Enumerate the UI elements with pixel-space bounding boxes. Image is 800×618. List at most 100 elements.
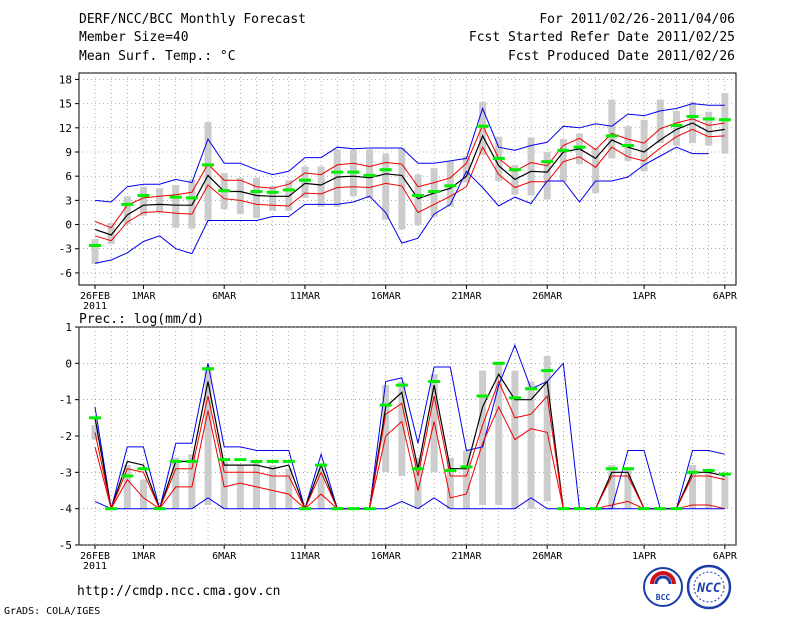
prec-y-tick-label: -5: [59, 539, 72, 552]
temp-spread-box: [414, 174, 422, 226]
temp-spread-box: [624, 126, 632, 161]
temp-spread-box: [640, 119, 648, 172]
temp-spread-box: [608, 99, 616, 159]
ncc-logo-wreath-icon: [693, 571, 725, 603]
temp-spread-box: [156, 188, 164, 213]
temp-spread-box: [333, 149, 341, 207]
temp-spread-box: [269, 185, 277, 211]
temp-x-tick-label: 26MAR: [532, 291, 563, 302]
ncc-logo-text: NCC: [696, 581, 721, 596]
prec-spread-box: [285, 468, 293, 509]
prec-spread-box: [414, 457, 422, 509]
temp-spread-box: [317, 166, 325, 207]
temp-x-year-label: 2011: [83, 301, 107, 312]
prec-series-mean: [94, 372, 725, 511]
temp-series-max: [94, 103, 725, 203]
variable-label: Mean Surf. Temp.: °C: [79, 49, 236, 64]
prec-x-year-label: 2011: [83, 561, 107, 572]
source-url[interactable]: http://cmdp.ncc.cma.gov.cn: [77, 584, 281, 599]
prec-spread-box: [462, 450, 470, 509]
temp-spread-box: [592, 147, 600, 194]
temp-spread-box: [253, 177, 260, 219]
temp-spread-box: [446, 160, 454, 207]
temp-y-tick-label: -6: [59, 267, 72, 280]
chart-title: DERF/NCC/BCC Monthly Forecast: [79, 12, 306, 27]
prec-spread-box: [269, 465, 277, 509]
temp-series-upper: [94, 118, 725, 229]
temp-spread-box: [398, 147, 406, 230]
prec-spread-box: [236, 465, 244, 509]
temp-spread-box: [123, 196, 131, 224]
member-size: Member Size=40: [79, 30, 189, 45]
bcc-logo-arc-icon: [650, 571, 676, 585]
prec-spread-box: [139, 479, 147, 509]
prec-spread-box: [204, 366, 212, 506]
prec-spread-box: [689, 465, 697, 509]
prec-y-tick-label: -1: [59, 394, 72, 407]
fcst-started-date: Fcst Started Refer Date 2011/02/25: [469, 30, 735, 45]
temp-spread-box: [479, 102, 487, 156]
precip-label: Prec.: log(mm/d): [79, 312, 204, 327]
temp-x-tick-label: 6MAR: [212, 291, 237, 302]
temp-x-tick-label: 6APR: [713, 291, 738, 302]
prec-spread-box: [495, 363, 503, 506]
temp-spread-box: [172, 185, 180, 228]
temp-spread-box: [301, 166, 309, 198]
prec-x-tick-label: 6MAR: [212, 551, 237, 562]
prec-y-tick-label: -3: [59, 466, 72, 479]
temp-series-mean: [94, 122, 725, 236]
prec-x-tick-label: 21MAR: [451, 551, 482, 562]
temp-y-tick-label: 15: [59, 98, 72, 111]
prec-spread-box: [188, 454, 196, 509]
prec-x-tick-label: 1MAR: [131, 551, 156, 562]
temp-y-tick-label: 12: [59, 122, 72, 135]
prec-series-lower: [94, 405, 725, 511]
prec-spread-box: [91, 425, 99, 440]
bcc-logo: BCC: [643, 567, 683, 607]
prec-spread-box: [123, 465, 131, 509]
temp-spread-box: [462, 156, 470, 183]
prec-spread-box: [705, 468, 713, 509]
prec-spread-box: [527, 381, 535, 509]
temp-y-tick-label: -3: [59, 243, 72, 256]
prec-spread-box: [317, 468, 325, 509]
prec-x-tick-label: 16MAR: [371, 551, 402, 562]
prec-series-upper: [94, 380, 725, 511]
temp-y-tick-label: 9: [65, 146, 72, 159]
prec-spread-box: [172, 457, 180, 509]
temp-spread-box: [559, 139, 567, 182]
prec-x-tick-label: 1APR: [632, 551, 657, 562]
temp-series-lower: [94, 128, 725, 242]
prec-y-tick-label: 0: [65, 357, 72, 370]
fcst-produced-date: Fcst Produced Date 2011/02/26: [508, 49, 735, 64]
bcc-logo-inner-arc-icon: [654, 575, 672, 585]
precipitation-panel: -5 -4 -3 -2 -1 0 1 26FEB 1MAR 6MAR 11MAR 16MAR 21MAR…: [59, 321, 738, 572]
temp-x-tick-label: 1MAR: [131, 291, 156, 302]
grads-credit: GrADS: COLA/IGES: [4, 606, 100, 617]
prec-spread-box: [624, 468, 632, 509]
temp-x-tick-label: 16MAR: [371, 291, 402, 302]
temp-x-tick-label: 26FEB: [80, 291, 110, 302]
prec-x-tick-label: 26FEB: [80, 551, 110, 562]
temp-series-min: [94, 146, 709, 264]
temp-spread-box: [107, 222, 115, 244]
temp-spread-box: [366, 149, 374, 198]
temp-spread-box: [204, 122, 212, 222]
temp-spread-box: [656, 99, 664, 144]
temp-y-tick-label: 18: [59, 73, 72, 86]
forecast-period: For 2011/02/26-2011/04/06: [539, 12, 735, 27]
prec-series-max: [94, 343, 725, 511]
temp-y-tick-label: 3: [65, 194, 72, 207]
temp-spread-box: [285, 180, 293, 211]
temp-spread-box: [705, 111, 713, 146]
prec-y-tick-label: 1: [65, 321, 72, 334]
temp-spread-box: [527, 137, 535, 196]
temp-spread-box: [543, 151, 551, 200]
temp-spread-box: [672, 110, 680, 146]
prec-y-tick-label: -2: [59, 430, 72, 443]
temp-plot-frame: [78, 72, 737, 286]
prec-spread-box: [608, 465, 616, 509]
temp-x-tick-label: 1APR: [632, 291, 657, 302]
prec-spread-box: [253, 461, 260, 509]
